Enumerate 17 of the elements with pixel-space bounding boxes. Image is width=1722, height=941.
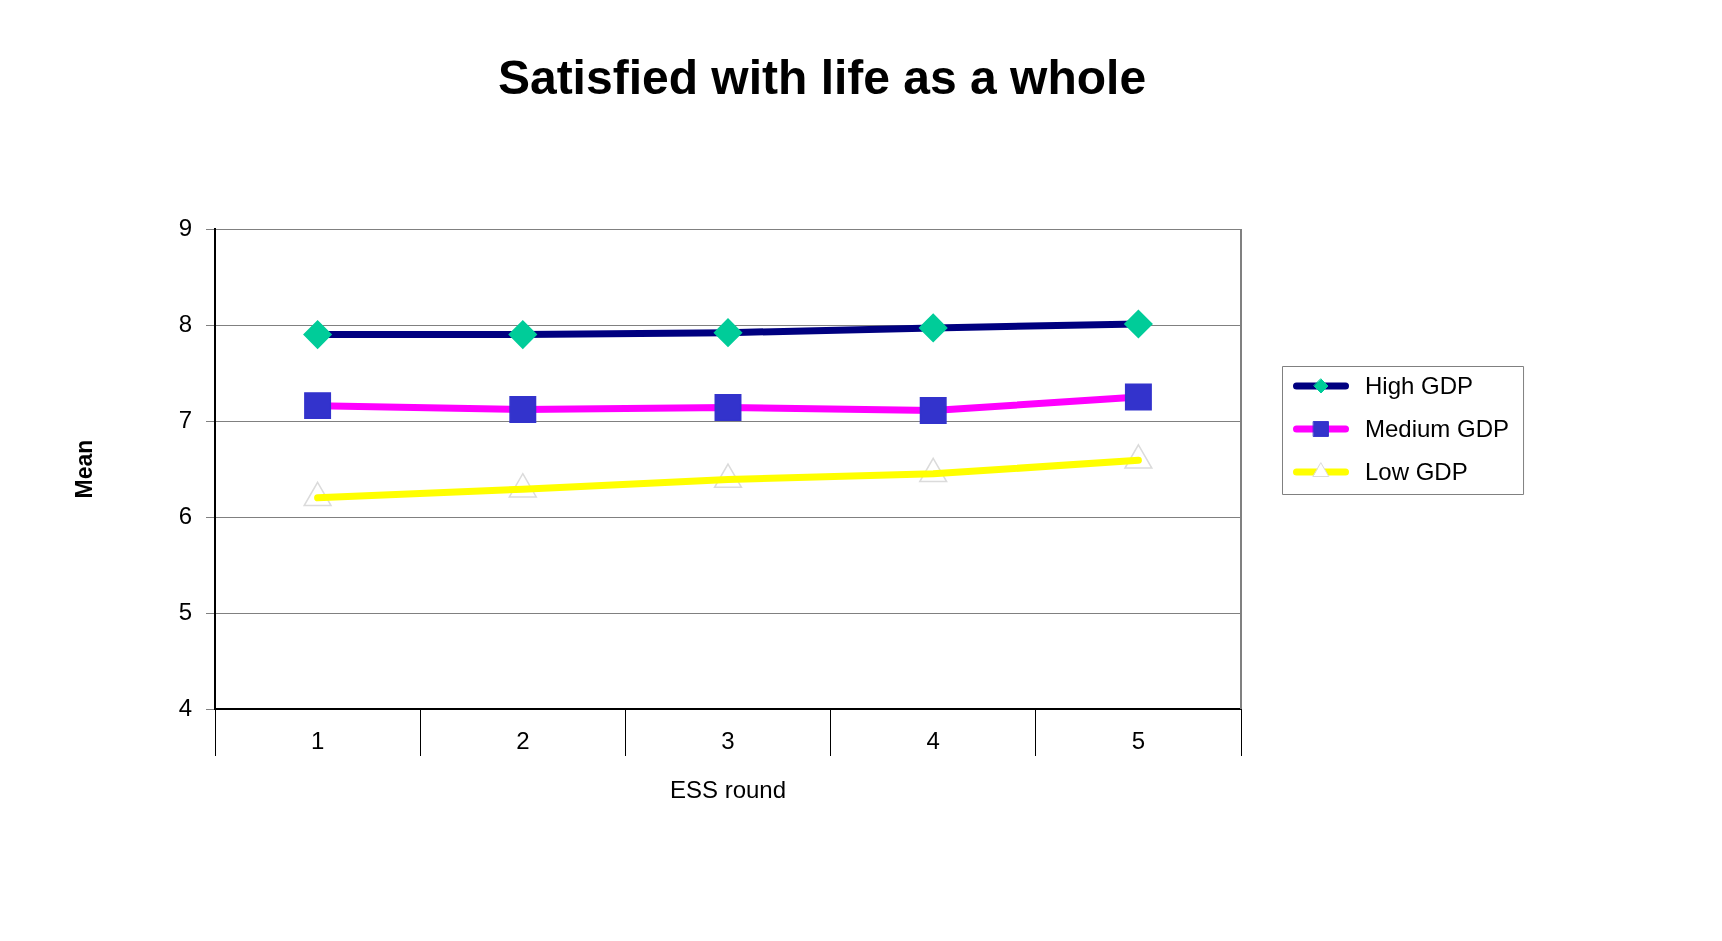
y-tick-label: 4 bbox=[178, 693, 192, 721]
legend-label: High GDP bbox=[1365, 371, 1474, 399]
y-tick-label: 9 bbox=[178, 213, 192, 241]
x-axis-title: ESS round bbox=[669, 776, 787, 804]
x-tick-label: 5 bbox=[1131, 727, 1146, 755]
y-axis-title: Mean bbox=[71, 439, 98, 499]
x-tick-label: 2 bbox=[516, 727, 530, 755]
legend-label: Low GDP bbox=[1365, 457, 1468, 485]
x-tick-label: 4 bbox=[926, 727, 940, 755]
y-tick-label: 5 bbox=[178, 597, 192, 625]
legend-label: Medium GDP bbox=[1365, 414, 1510, 442]
x-tick-label: 3 bbox=[721, 727, 735, 755]
y-tick-label: 7 bbox=[178, 405, 192, 433]
chart-title: Satisfied with life as a whole bbox=[497, 51, 1147, 105]
y-tick-label: 8 bbox=[178, 309, 192, 337]
y-tick-label: 6 bbox=[178, 501, 192, 529]
x-tick-label: 1 bbox=[310, 727, 325, 755]
